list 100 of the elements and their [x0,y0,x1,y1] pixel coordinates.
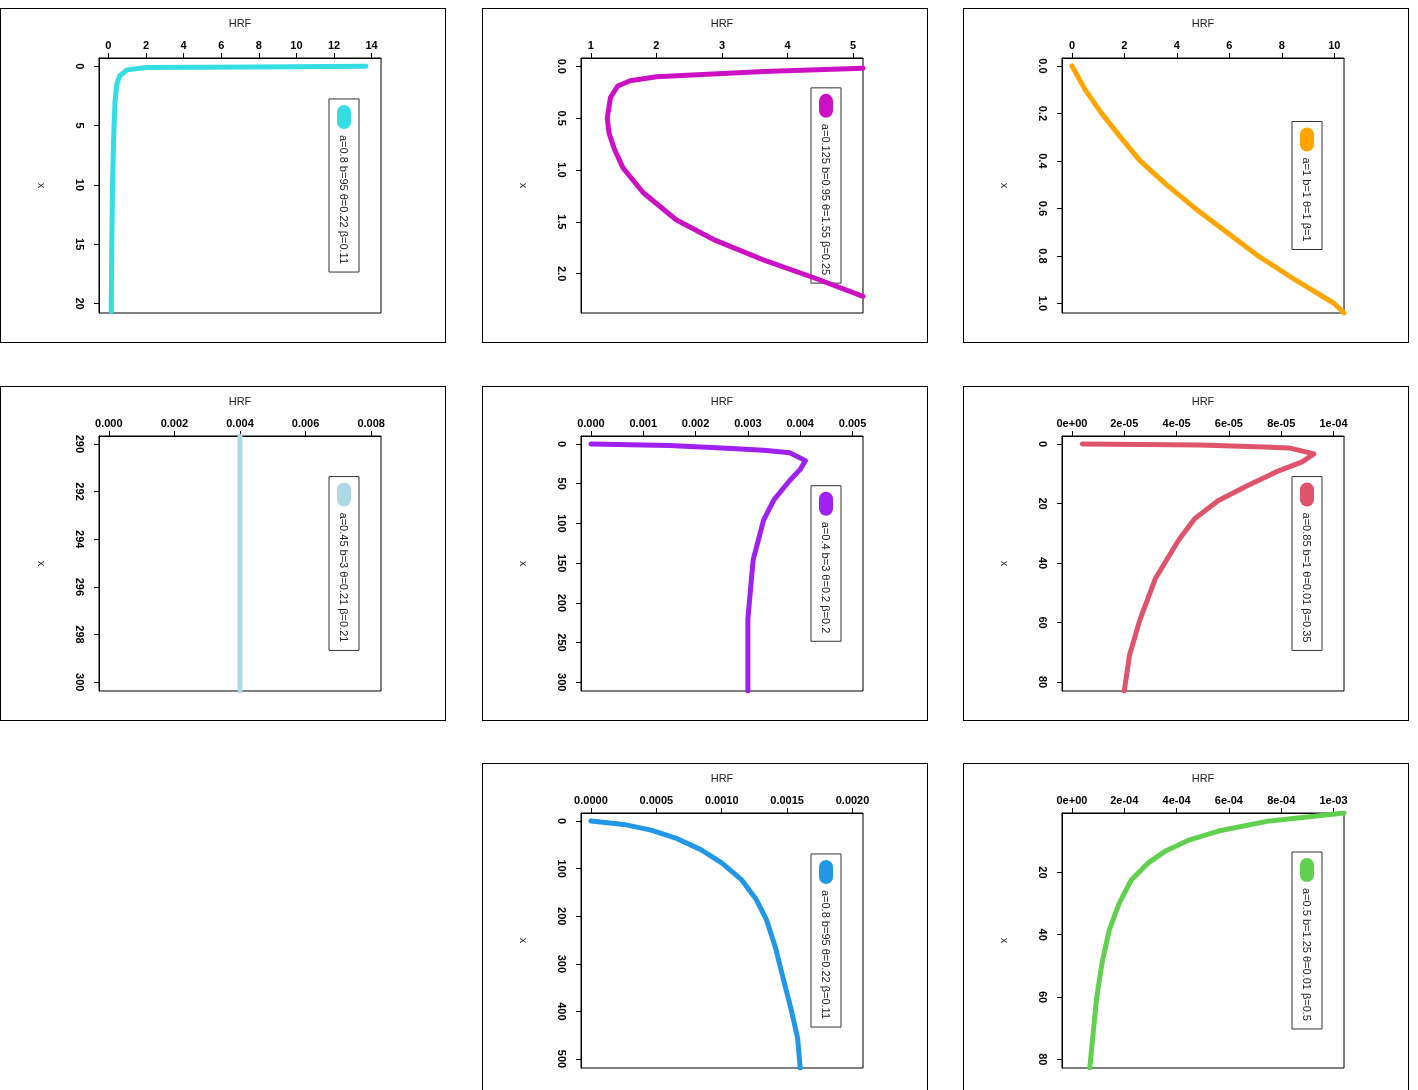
legend-label: a=1 b=1 θ=1 β=1 [1301,157,1313,242]
y-tick-label: 294 [73,530,86,550]
x-tick-label: 0.0005 [639,793,674,806]
x-tick-label: 0.0010 [704,793,739,806]
y-tick-label: 0 [555,818,568,825]
y-tick-label: 200 [555,593,568,612]
x-tick-label: 0.006 [291,416,320,429]
y-tick-label: 150 [555,553,568,573]
x-tick-label: 3 [718,38,726,51]
legend-label: a=0.5 b=1.25 θ=0.01 β=0.5 [1301,888,1313,1021]
x-tick-label: 6 [218,38,225,51]
y-tick-label: 20 [1036,497,1049,510]
x-axis-title: HRF [1191,771,1215,784]
y-tick-label: 250 [555,633,568,652]
y-tick-label: 0 [555,440,568,448]
y-tick-label: 0 [1036,440,1049,448]
x-tick-label: 8 [255,38,262,51]
x-tick-label: 0.002 [160,416,189,429]
x-axis-title: HRF [228,16,252,29]
y-tick-label: 1.0 [1036,295,1049,312]
x-tick-label: 14 [365,38,379,51]
legend-label: a=0.125 b=0.95 θ=1.55 β=0.25 [820,123,832,276]
y-axis-title: x [35,560,48,567]
y-tick-label: 15 [73,238,86,251]
y-tick-label: 400 [555,1002,568,1021]
legend-label: a=0.4 b=3 θ=0.2 β=0.2 [820,521,832,634]
x-tick-label: 0.000 [577,416,605,429]
x-tick-label: 1e-04 [1319,416,1349,429]
x-axis-title: HRF [1191,16,1215,29]
y-tick-label: 2.0 [555,265,568,282]
y-tick-label: 300 [555,673,568,692]
y-tick-label: 200 [555,907,568,926]
y-tick-label: 292 [73,482,86,501]
y-axis-title: x [998,937,1011,944]
x-tick-label: 0.0000 [574,793,608,806]
legend-label: a=0.8 b=95 θ=0.22 β=0.11 [820,889,832,1020]
x-tick-label: 6 [1226,38,1233,51]
x-tick-label: 1e-03 [1319,793,1348,806]
y-axis-title: x [998,182,1011,189]
legend-label: a=0.45 b=3 θ=0.21 β=0.21 [338,512,350,643]
y-tick-label: 1.0 [555,162,568,178]
y-tick-label: 50 [555,477,568,490]
y-tick-label: 60 [1036,616,1049,629]
x-tick-label: 0.003 [734,416,762,429]
y-axis-title: x [35,182,48,189]
x-tick-label: 10 [290,38,303,51]
y-tick-label: 20 [73,297,86,310]
x-axis-title: HRF [228,394,252,407]
y-tick-label: 0.4 [1036,153,1049,170]
y-tick-label: 290 [73,434,86,454]
x-tick-label: 0e+00 [1056,793,1088,806]
y-tick-label: 10 [73,178,86,192]
x-tick-label: 6e-04 [1214,793,1244,806]
x-tick-label: 4 [784,38,792,51]
y-tick-label: 5 [73,122,86,129]
x-tick-label: 8e-05 [1267,416,1296,429]
y-axis-title: x [517,560,530,567]
x-tick-label: 0.004 [786,416,815,429]
y-tick-label: 0.0 [555,58,568,74]
y-tick-label: 0.6 [1036,200,1049,217]
y-tick-label: 100 [555,859,568,878]
x-tick-label: 8 [1278,38,1285,51]
x-tick-label: 2e-05 [1110,416,1139,429]
y-tick-label: 0.8 [1036,248,1049,264]
y-tick-label: 296 [73,577,86,597]
y-tick-label: 1.5 [555,214,568,230]
x-tick-label: 0.000 [95,416,123,429]
x-tick-label: 10 [1328,38,1341,51]
y-axis-title: x [517,182,530,189]
x-tick-label: 0e+00 [1056,416,1088,429]
y-tick-label: 0.2 [1036,105,1049,122]
y-tick-label: 300 [555,954,568,973]
x-tick-label: 2 [653,38,660,51]
y-tick-label: 100 [555,514,568,533]
y-tick-label: 0.0 [1036,58,1049,74]
x-tick-label: 12 [327,38,341,51]
x-tick-label: 4e-04 [1162,793,1192,806]
x-tick-label: 6e-05 [1214,416,1243,429]
x-axis-title: HRF [1191,394,1215,407]
x-tick-label: 0.0020 [835,793,870,806]
legend-label: a=0.85 b=1 θ=0.01 β=0.35 [1301,512,1313,643]
x-tick-label: 8e-04 [1267,793,1297,806]
x-tick-label: 0.005 [838,416,867,429]
y-tick-label: 500 [555,1049,568,1069]
x-tick-label: 4e-05 [1162,416,1191,429]
y-tick-label: 0.5 [555,110,568,126]
x-tick-label: 0.001 [629,416,658,429]
x-tick-label: 1 [587,38,594,51]
x-tick-label: 0 [1068,38,1076,51]
y-tick-label: 20 [1036,866,1049,879]
x-tick-label: 4 [180,38,188,51]
y-tick-label: 300 [73,673,86,692]
x-axis-title: HRF [710,394,734,407]
y-tick-label: 60 [1036,990,1049,1004]
x-tick-label: 0.004 [226,416,255,429]
x-tick-label: 2e-04 [1110,793,1140,806]
y-tick-label: 298 [73,625,86,644]
x-tick-label: 0 [105,38,112,51]
x-tick-label: 0.002 [681,416,710,429]
y-tick-label: 0 [73,63,86,70]
